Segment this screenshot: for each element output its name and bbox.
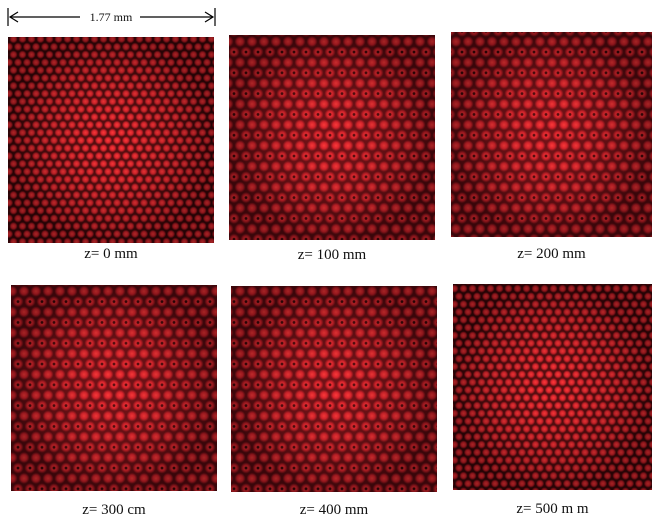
panel-label: z= 300 cm (82, 502, 146, 518)
panel-shade (231, 286, 437, 492)
scale-label: 1.77 mm (90, 10, 133, 24)
panel-shade (229, 35, 435, 240)
panel-shade (8, 37, 214, 243)
figure: 1.77 mm z= 0 mm z= 100 mm z= 200 mm z= 300 … (0, 0, 654, 519)
panel-label: z= 500 m m (516, 501, 589, 517)
panel-label: z= 200 mm (517, 246, 586, 262)
panel-shade (11, 285, 217, 491)
page: 1.77 mm z= 0 mm z= 100 mm z= 200 mm z= 300 … (0, 0, 654, 519)
panel-label: z= 0 mm (84, 246, 138, 262)
panel-shade (453, 284, 652, 490)
panel-label: z= 400 mm (300, 502, 369, 518)
panel-shade (451, 32, 652, 237)
panel-label: z= 100 mm (298, 247, 367, 263)
